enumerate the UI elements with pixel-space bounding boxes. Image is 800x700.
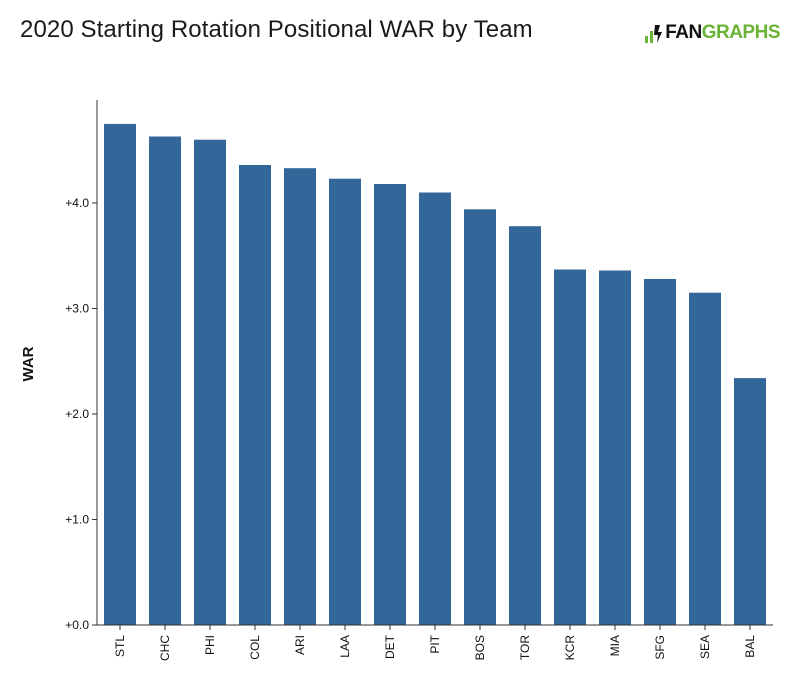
y-tick-label: +1.0 <box>65 513 89 527</box>
bar-det <box>374 184 406 625</box>
bar-col <box>239 165 271 625</box>
y-tick-label: +4.0 <box>65 196 89 210</box>
x-tick-label-col: COL <box>248 635 262 660</box>
x-tick-label-ari: ARI <box>293 635 307 655</box>
bar-tor <box>509 226 541 625</box>
bar-bos <box>464 209 496 626</box>
bar-kcr <box>554 269 586 625</box>
bar-laa <box>329 178 361 625</box>
x-tick-label-stl: STL <box>113 635 127 657</box>
x-tick-label-sea: SEA <box>698 635 712 659</box>
bar-mia <box>599 270 631 625</box>
x-tick-label-sfg: SFG <box>653 635 667 660</box>
y-tick-label: +0.0 <box>65 618 89 632</box>
fangraphs-logo: FAN GRAPHS <box>645 22 781 44</box>
x-tick-label-bal: BAL <box>743 635 757 658</box>
logo-fan-text: FAN <box>665 22 702 43</box>
x-tick-label-mia: MIA <box>608 635 622 656</box>
bar-sfg <box>644 279 676 625</box>
x-tick-label-chc: CHC <box>158 635 172 661</box>
x-tick-label-pit: PIT <box>428 634 442 653</box>
x-tick-label-det: DET <box>383 634 397 659</box>
bar-sea <box>689 292 721 625</box>
bar-bal <box>734 378 766 625</box>
bar-pit <box>419 192 451 625</box>
x-tick-label-tor: TOR <box>518 635 532 660</box>
bar-ari <box>284 168 316 625</box>
y-tick-label: +3.0 <box>65 302 89 316</box>
y-axis-label: WAR <box>20 346 37 381</box>
chart-title: 2020 Starting Rotation Positional WAR by… <box>20 16 533 43</box>
logo-graphs-text: GRAPHS <box>701 22 781 43</box>
x-tick-label-bos: BOS <box>473 635 487 660</box>
bar-stl <box>104 123 136 626</box>
bar-phi <box>194 139 226 625</box>
x-tick-label-phi: PHI <box>203 635 217 655</box>
y-tick-label: +2.0 <box>65 407 89 421</box>
fangraphs-bars-icon <box>645 25 663 43</box>
x-tick-label-laa: LAA <box>338 635 352 658</box>
x-tick-label-kcr: KCR <box>563 635 577 661</box>
bar-chc <box>149 136 181 625</box>
